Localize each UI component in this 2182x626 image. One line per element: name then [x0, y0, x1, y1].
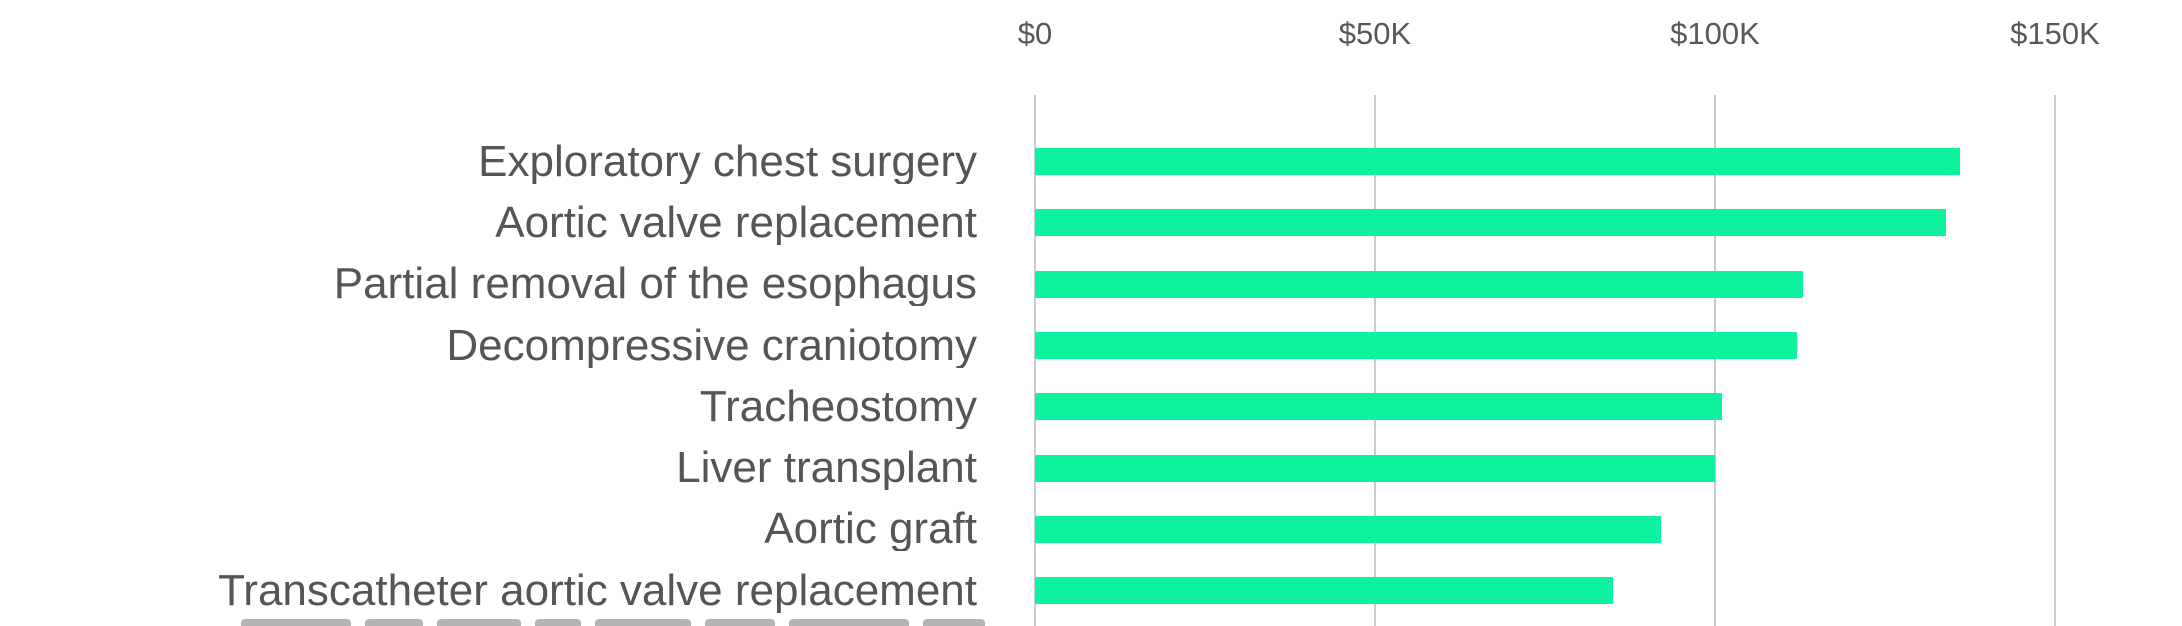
bar-row: Aortic graft: [0, 499, 2182, 560]
clipped-glyph-fragment: [535, 619, 581, 626]
category-label: Exploratory chest surgery: [478, 139, 977, 184]
x-axis-tick-label: $150K: [2010, 16, 2100, 51]
bar-row: Tracheostomy: [0, 376, 2182, 437]
category-label: Partial removal of the esophagus: [333, 262, 977, 307]
x-axis-tick-label: $100K: [1670, 16, 1760, 51]
bar: [1035, 454, 1715, 482]
bar-row: Liver transplant: [0, 437, 2182, 498]
category-label: Liver transplant: [676, 446, 977, 491]
bar: [1035, 332, 1797, 360]
bar: [1035, 270, 1804, 298]
bar-row: Aortic valve replacement: [0, 192, 2182, 253]
category-label: Transcatheter aortic valve replacement: [218, 568, 977, 613]
bar-row: Decompressive craniotomy: [0, 315, 2182, 376]
clipped-glyph-fragment: [595, 619, 691, 626]
bar-rows: Exploratory chest surgery Aortic valve re…: [0, 131, 2182, 621]
bar: [1035, 209, 1947, 237]
bar-row: Partial removal of the esophagus: [0, 254, 2182, 315]
gridline: [1034, 95, 1036, 626]
clipped-glyph-fragment: [789, 619, 909, 626]
gridline: [1714, 95, 1716, 626]
bar: [1035, 515, 1661, 543]
clipped-glyph-fragment: [437, 619, 521, 626]
category-label: Decompressive craniotomy: [446, 323, 977, 368]
bar: [1035, 577, 1613, 605]
clipped-glyph-fragment: [705, 619, 775, 626]
bar: [1035, 393, 1722, 421]
clipped-row-fragment: [55, 619, 985, 626]
bar-row: Exploratory chest surgery: [0, 131, 2182, 192]
clipped-glyph-fragment: [923, 619, 985, 626]
x-axis-tick-label: $50K: [1338, 16, 1412, 51]
bar: [1035, 148, 1960, 176]
gridline: [2054, 95, 2056, 626]
clipped-glyph-fragment: [241, 619, 351, 626]
clipped-glyph-fragment: [365, 619, 423, 626]
category-label: Aortic valve replacement: [495, 200, 977, 245]
bar-row: Transcatheter aortic valve replacement: [0, 560, 2182, 621]
category-label: Tracheostomy: [699, 384, 977, 429]
gridline: [1374, 95, 1376, 626]
x-axis-tick-label: $0: [1017, 16, 1053, 51]
category-label: Aortic graft: [764, 507, 977, 552]
